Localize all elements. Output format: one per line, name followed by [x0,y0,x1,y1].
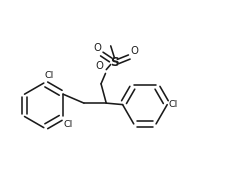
Text: S: S [110,56,119,69]
Text: Cl: Cl [44,71,54,80]
Text: Cl: Cl [64,120,73,129]
Text: O: O [95,61,104,71]
Text: Cl: Cl [169,100,178,109]
Text: O: O [130,46,138,55]
Text: O: O [93,43,101,52]
